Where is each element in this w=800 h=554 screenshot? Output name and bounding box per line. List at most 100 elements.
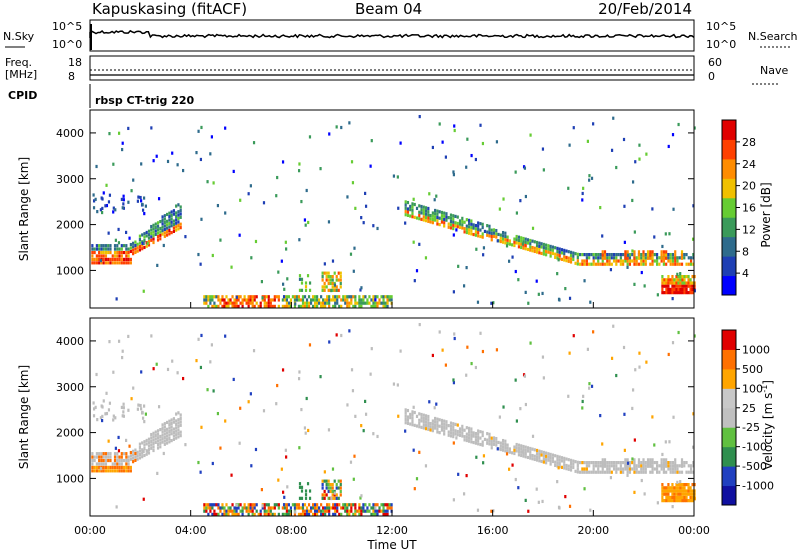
colorbar-tick-label: 100 bbox=[742, 382, 763, 395]
velocity-cell bbox=[334, 509, 337, 513]
velocity-cell bbox=[431, 425, 434, 430]
power-cell bbox=[170, 224, 173, 228]
velocity-cell bbox=[665, 461, 668, 465]
velocity-cell bbox=[667, 495, 670, 500]
velocity-cell bbox=[93, 458, 96, 463]
velocity-cell bbox=[545, 461, 548, 465]
power-cell bbox=[567, 186, 570, 190]
power-cell bbox=[676, 272, 679, 276]
velocity-cell bbox=[166, 420, 169, 425]
velocity-cell bbox=[445, 423, 448, 427]
velocity-cell bbox=[492, 436, 496, 440]
power-cell bbox=[346, 195, 349, 199]
velocity-cell bbox=[92, 401, 95, 405]
power-cell bbox=[683, 253, 686, 257]
power-cell bbox=[633, 250, 636, 254]
velocity-cell bbox=[283, 506, 286, 510]
power-cell bbox=[261, 298, 264, 302]
power-cell bbox=[433, 198, 436, 202]
power-cell bbox=[542, 246, 545, 250]
velocity-cell bbox=[358, 503, 361, 507]
velocity-cell bbox=[631, 461, 634, 465]
velocity-cell bbox=[572, 334, 575, 338]
velocity-cell bbox=[101, 414, 104, 419]
velocity-cell bbox=[626, 461, 630, 465]
velocity-cell bbox=[452, 428, 455, 432]
power-cell bbox=[247, 301, 250, 305]
power-cell bbox=[297, 304, 301, 308]
velocity-cell bbox=[344, 503, 347, 507]
velocity-cell bbox=[612, 464, 616, 468]
power-cell bbox=[107, 257, 110, 262]
velocity-cell bbox=[692, 412, 695, 416]
velocity-cell bbox=[152, 445, 155, 449]
velocity-cell bbox=[683, 483, 686, 487]
power-cell bbox=[490, 231, 493, 235]
velocity-cell bbox=[424, 420, 428, 424]
velocity-cell bbox=[564, 494, 567, 499]
velocity-cell bbox=[622, 470, 625, 474]
power-cell bbox=[644, 259, 647, 263]
power-cell bbox=[655, 259, 659, 263]
power-cell bbox=[427, 213, 430, 217]
power-cell bbox=[254, 239, 258, 244]
velocity-cell bbox=[235, 512, 238, 516]
velocity-cell bbox=[606, 461, 609, 465]
velocity-cell bbox=[576, 467, 579, 471]
velocity-cell bbox=[91, 462, 94, 466]
velocity-cell bbox=[492, 439, 496, 443]
velocity-cell bbox=[297, 503, 301, 507]
power-cell bbox=[642, 250, 645, 254]
power-cell bbox=[665, 253, 668, 257]
power-cell bbox=[339, 271, 342, 275]
velocity-cell bbox=[679, 480, 682, 484]
velocity-cell bbox=[125, 462, 128, 466]
velocity-cell bbox=[113, 469, 117, 473]
velocity-cell bbox=[203, 506, 206, 510]
power-cell bbox=[542, 249, 545, 253]
noise-right-label: N.Search bbox=[748, 30, 798, 43]
velocity-cell bbox=[100, 404, 103, 408]
velocity-cell bbox=[325, 479, 328, 483]
velocity-cell bbox=[671, 486, 674, 490]
power-cell bbox=[656, 293, 659, 297]
power-cell bbox=[120, 257, 123, 262]
power-cell bbox=[631, 259, 634, 263]
velocity-cell bbox=[288, 509, 291, 513]
velocity-cell bbox=[431, 353, 434, 358]
power-cell bbox=[255, 295, 258, 299]
power-cell bbox=[350, 160, 354, 164]
power-cell bbox=[669, 256, 672, 260]
velocity-cell bbox=[325, 486, 328, 490]
power-cell bbox=[281, 304, 284, 308]
power-cell bbox=[522, 236, 525, 241]
velocity-cell bbox=[549, 459, 552, 463]
power-cell bbox=[207, 304, 210, 308]
power-cell bbox=[608, 256, 611, 260]
power-cell bbox=[109, 247, 112, 251]
power-cell bbox=[633, 282, 636, 286]
power-cell bbox=[556, 253, 559, 257]
power-cell bbox=[374, 304, 377, 308]
power-cell bbox=[646, 256, 650, 260]
velocity-cell bbox=[161, 423, 164, 427]
power-cell bbox=[443, 217, 446, 222]
velocity-cell bbox=[524, 448, 527, 452]
power-cell bbox=[172, 229, 175, 233]
power-cell bbox=[649, 250, 652, 254]
power-cell bbox=[477, 221, 480, 225]
power-cell bbox=[541, 291, 544, 296]
velocity-cell bbox=[217, 512, 220, 516]
velocity-cell bbox=[263, 509, 266, 513]
power-cell bbox=[505, 244, 509, 248]
velocity-cell bbox=[132, 386, 135, 390]
power-cell bbox=[318, 301, 321, 305]
velocity-cell bbox=[514, 378, 517, 382]
power-cell bbox=[348, 301, 351, 305]
velocity-cell bbox=[255, 503, 258, 507]
power-cell bbox=[327, 220, 331, 224]
power-cell bbox=[681, 284, 684, 288]
velocity-cell bbox=[350, 509, 353, 513]
velocity-cell bbox=[231, 509, 234, 513]
power-cell bbox=[645, 152, 648, 156]
